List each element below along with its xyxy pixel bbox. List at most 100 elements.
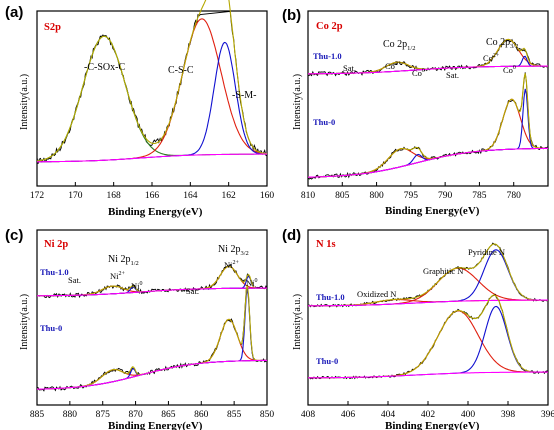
annotation-c-sox-c: -C-SOx-C xyxy=(84,62,125,73)
panel-a-curves xyxy=(36,0,268,164)
xtick-label-c-0: 885 xyxy=(30,410,45,420)
xtick-label-c-2: 875 xyxy=(96,410,111,420)
xtick-label-a-0: 172 xyxy=(30,191,45,201)
series-label-thu-0-c: Thu-0 xyxy=(40,323,62,333)
background-a xyxy=(37,153,267,163)
panel-d-curves xyxy=(307,242,549,380)
xtick-label-b-3: 795 xyxy=(404,191,419,201)
fit-peak-c-bottom-3 xyxy=(37,288,267,390)
xtick-label-a-4: 164 xyxy=(183,191,198,201)
panel-a-label: (a) xyxy=(5,4,23,21)
panel-b: (b) Co 2p Intensity(a.u.) Binding Energy… xyxy=(282,7,549,217)
xtick-label-d-3: 402 xyxy=(421,410,436,420)
panel-c-xlabel: Binding Energy(eV) xyxy=(108,420,203,430)
panel-a-ylabel: Intensity(a.u.) xyxy=(19,74,30,130)
annotation-s-m: -S-M- xyxy=(232,90,256,101)
fit-peak-b-bottom-0 xyxy=(308,147,548,178)
annotation-co0: Co0 xyxy=(412,68,425,78)
panel-d-ylabel: Intensity(a.u.) xyxy=(292,294,303,350)
xtick-label-d-1: 406 xyxy=(341,410,356,420)
panel-a-xticks: 172 170 168 166 164 162 160 xyxy=(30,182,275,201)
panel-d-title: N 1s xyxy=(316,239,336,250)
annotation-sat: Sat. xyxy=(343,63,356,73)
annotation-ni2plus-2: Ni2+ xyxy=(224,260,240,270)
annotation-ni0-2: Ni0 xyxy=(246,278,258,288)
panel-b-curves xyxy=(307,38,549,180)
fit-envelope-d-bottom xyxy=(308,294,548,379)
raw-spectrum-b-bottom xyxy=(307,72,549,180)
xtick-label-b-2: 800 xyxy=(369,191,384,201)
raw-spectrum-c-bottom xyxy=(36,286,268,392)
annotation-co-2p-3-2: Co 2p3/2 xyxy=(486,37,518,50)
panel-a-xlabel: Binding Energy(eV) xyxy=(108,206,203,218)
fit-peak-c-bottom-2 xyxy=(37,318,267,390)
xtick-label-b-5: 785 xyxy=(472,191,487,201)
xtick-label-a-6: 160 xyxy=(260,191,275,201)
background-d-top xyxy=(308,299,548,307)
annotation-co2plus: Co2+ xyxy=(385,61,402,71)
raw-spectrum-c-top xyxy=(36,263,268,299)
annotation-ni-2p-1-2: Ni 2p1/2 xyxy=(108,254,139,267)
raw-spectrum-d-bottom xyxy=(307,293,549,380)
panel-b-xticks: 810 805 800 795 790 785 780 xyxy=(301,182,521,201)
panel-c-label: (c) xyxy=(5,227,23,244)
annotation-sat-c: Sat. xyxy=(68,275,81,285)
annotation-ni0: Ni0 xyxy=(131,281,143,291)
annotation-c-s-c: C-S-C xyxy=(168,65,194,76)
xtick-label-d-0: 408 xyxy=(301,410,316,420)
fit-peak-b-bottom-2 xyxy=(308,98,548,178)
annotation-co0-2: Co0 xyxy=(503,65,516,75)
fit-peak-c-bottom-1 xyxy=(37,359,267,390)
panel-b-title: Co 2p xyxy=(316,21,343,32)
xtick-label-a-1: 170 xyxy=(68,191,83,201)
panel-c-curves xyxy=(36,263,268,392)
fit-peak-c-bottom-0 xyxy=(37,359,267,390)
panel-a: (a) S2p Intensity(a.u.) Binding Energy(e… xyxy=(5,0,274,218)
series-label-thu-0-d: Thu-0 xyxy=(316,356,338,366)
xtick-label-a-2: 168 xyxy=(107,191,122,201)
panel-b-xlabel: Binding Energy(eV) xyxy=(385,205,480,217)
xtick-label-d-4: 400 xyxy=(461,410,476,420)
background-c-bottom xyxy=(37,359,267,390)
annotation-sat-c2: Sat. xyxy=(186,286,199,296)
annotation-ni-2p-3-2: Ni 2p3/2 xyxy=(218,244,249,257)
panel-d-xlabel: Binding Energy(eV) xyxy=(385,420,480,430)
fit-envelope-c-bottom xyxy=(37,284,267,390)
panel-c: (c) Ni 2p Intensity(a.u.) Binding Energy… xyxy=(5,227,274,430)
xtick-label-a-3: 166 xyxy=(145,191,160,201)
series-label-thu-0: Thu-0 xyxy=(313,117,335,127)
annotation-ni2plus: Ni2+ xyxy=(110,271,126,281)
xtick-label-a-5: 162 xyxy=(222,191,237,201)
fit-peak-b-bottom-3 xyxy=(308,88,548,178)
annotation-graphitic-n: Graphitic N xyxy=(423,266,463,276)
panel-b-label: (b) xyxy=(282,7,301,24)
series-label-thu-1-0-d: Thu-1.0 xyxy=(316,292,345,302)
background-b-top xyxy=(308,65,548,75)
annotation-co2plus-2: Co2+ xyxy=(483,53,500,63)
panel-d-xticks: 408 406 404 402 400 398 396 xyxy=(301,401,554,420)
background-d-bottom xyxy=(308,371,548,379)
background-c-top xyxy=(37,287,267,297)
panel-b-ylabel: Intensity(a.u.) xyxy=(292,74,303,130)
annotation-co-2p-1-2: Co 2p1/2 xyxy=(383,39,415,52)
fit-peak-b-bottom-1 xyxy=(308,147,548,178)
xtick-label-c-1: 880 xyxy=(63,410,78,420)
xtick-label-d-2: 404 xyxy=(381,410,396,420)
panel-d-label: (d) xyxy=(282,227,301,244)
xtick-label-b-0: 810 xyxy=(301,191,316,201)
annotation-pyridine-n: Pyridine N xyxy=(468,247,505,257)
xtick-label-b-1: 805 xyxy=(335,191,350,201)
panel-c-ylabel: Intensity(a.u.) xyxy=(19,294,30,350)
series-label-thu-1-0-c: Thu-1.0 xyxy=(40,267,69,277)
fit-envelope-a xyxy=(36,0,268,162)
xtick-label-c-3: 870 xyxy=(128,410,143,420)
series-label-thu-1-0: Thu-1.0 xyxy=(313,51,342,61)
xtick-label-c-4: 865 xyxy=(161,410,176,420)
xtick-label-c-5: 860 xyxy=(194,410,209,420)
xtick-label-b-6: 780 xyxy=(507,191,522,201)
panel-b-frame xyxy=(307,10,549,187)
annotation-oxidized-n: Oxidized N xyxy=(357,289,396,299)
panel-c-frame xyxy=(36,229,268,406)
xtick-label-d-6: 396 xyxy=(541,410,554,420)
